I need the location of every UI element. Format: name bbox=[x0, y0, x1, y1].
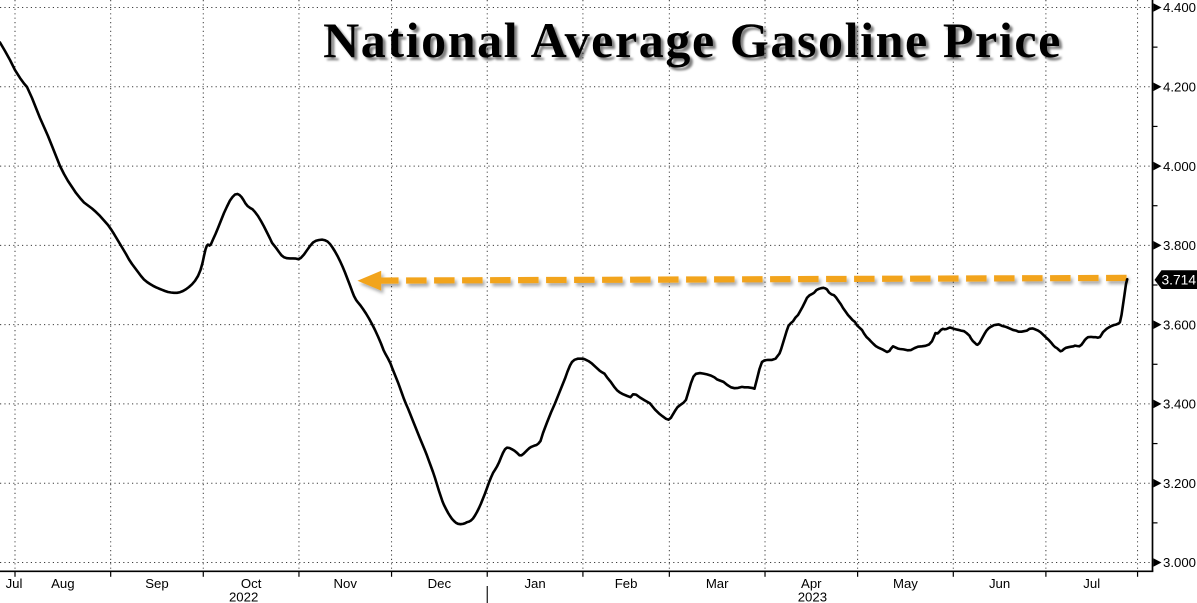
x-month-label: Mar bbox=[706, 576, 729, 591]
x-month-label: May bbox=[893, 576, 918, 591]
last-price-flag bbox=[1154, 270, 1197, 290]
x-month-label: Apr bbox=[801, 576, 822, 591]
y-tick-arrow bbox=[1153, 478, 1162, 488]
x-month-label: Jul bbox=[1083, 576, 1100, 591]
x-year-label: 2022 bbox=[229, 590, 258, 603]
x-month-label: Oct bbox=[241, 576, 262, 591]
arrow-annotation bbox=[357, 270, 1127, 291]
y-tick-arrow bbox=[1153, 558, 1162, 567]
y-tick-arrow bbox=[1153, 161, 1162, 171]
x-month-label: Jan bbox=[524, 576, 545, 591]
y-tick-label: 4.000 bbox=[1163, 159, 1196, 174]
y-tick-arrow bbox=[1153, 82, 1162, 92]
last-price-label: 3.714 bbox=[1162, 272, 1197, 287]
x-month-label: Jun bbox=[989, 576, 1010, 591]
price-line bbox=[0, 41, 1129, 526]
y-tick-label: 3.000 bbox=[1163, 555, 1196, 570]
y-tick-label: 3.600 bbox=[1163, 317, 1196, 332]
y-tick-label: 3.200 bbox=[1163, 476, 1196, 491]
x-month-label: Jul bbox=[6, 576, 23, 591]
y-tick-label: 4.400 bbox=[1163, 0, 1196, 15]
y-tick-label: 3.400 bbox=[1163, 397, 1196, 412]
y-tick-label: 3.800 bbox=[1163, 238, 1196, 253]
x-month-label: Sep bbox=[145, 576, 168, 591]
y-tick-arrow bbox=[1153, 399, 1162, 409]
y-tick-arrow bbox=[1153, 320, 1162, 329]
y-tick-arrow bbox=[1153, 241, 1162, 250]
y-tick-label: 4.200 bbox=[1163, 79, 1196, 94]
x-month-label: Aug bbox=[51, 576, 74, 591]
y-tick-arrow bbox=[1153, 3, 1162, 12]
arrow-dashed-line bbox=[380, 274, 1127, 284]
x-month-label: Dec bbox=[428, 576, 452, 591]
x-month-label: Nov bbox=[334, 576, 358, 591]
x-month-label: Feb bbox=[615, 576, 638, 591]
arrow-head bbox=[357, 270, 382, 291]
x-year-label: 2023 bbox=[798, 590, 827, 603]
